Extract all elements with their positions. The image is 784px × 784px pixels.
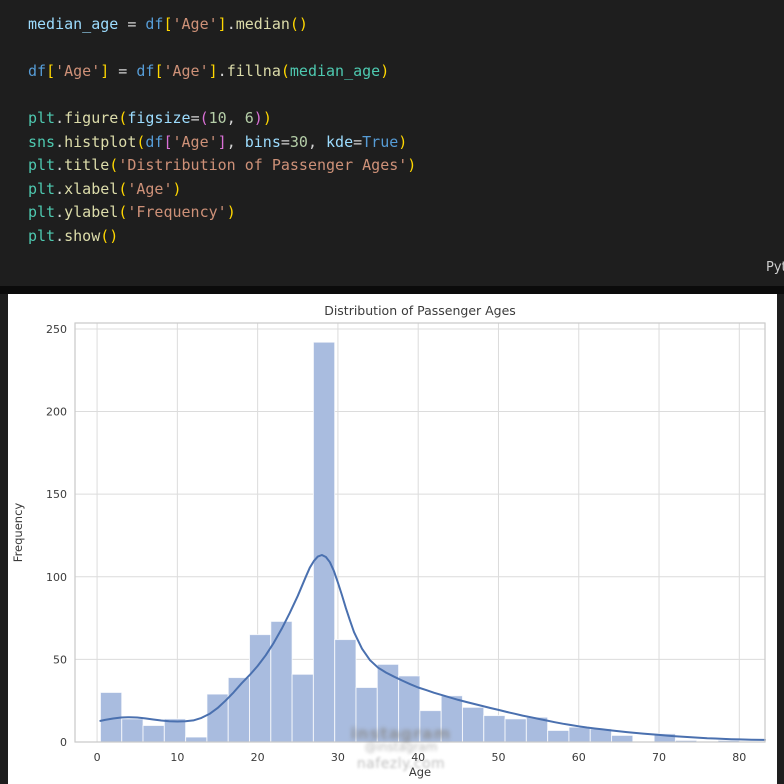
code-line: plt.show() xyxy=(28,226,119,245)
histogram-bar xyxy=(334,639,357,743)
code-line: plt.figure(figsize=(10, 6)) xyxy=(28,109,272,127)
x-tick-label: 10 xyxy=(170,751,184,764)
x-tick-label: 20 xyxy=(251,751,265,764)
x-tick-label: 40 xyxy=(411,751,425,764)
code-line xyxy=(28,37,416,61)
plot-frame xyxy=(74,322,766,743)
histogram-bar xyxy=(185,736,208,743)
y-tick-label: 150 xyxy=(46,488,67,501)
code-line xyxy=(28,84,416,108)
x-tick-label: 50 xyxy=(491,751,505,764)
histogram-bar xyxy=(483,715,506,743)
histogram-bar xyxy=(312,341,336,743)
histogram-bar xyxy=(142,724,165,743)
code-line: plt.ylabel('Frequency') xyxy=(28,203,236,221)
code-line: plt.title('Distribution of Passenger Age… xyxy=(28,156,417,174)
x-tick-label: 80 xyxy=(732,751,746,764)
code-line: plt.xlabel('Age') xyxy=(28,179,182,198)
x-tick-label: 70 xyxy=(652,751,666,764)
code-line: df['Age'] = df['Age'].fillna(median_age) xyxy=(28,62,390,80)
y-tick-label: 250 xyxy=(46,323,67,336)
histogram-bar xyxy=(547,729,570,743)
histogram-bar xyxy=(121,718,144,743)
histogram-bar xyxy=(440,695,463,743)
histogram-bar xyxy=(568,726,591,743)
y-tick-label: 0 xyxy=(60,736,67,749)
histogram-bar xyxy=(270,620,293,743)
histogram-bar xyxy=(461,706,485,743)
cell-divider xyxy=(0,286,784,294)
histogram-bar xyxy=(355,686,378,743)
y-tick-label: 50 xyxy=(53,653,67,666)
chart-output: 0 10 20 30 40 50 60 70 80 0 50 100 150 200 250 Distribu… xyxy=(8,294,777,784)
histogram-bar xyxy=(291,673,314,743)
kde-curve xyxy=(99,554,766,741)
code-line: sns.histplot(df['Age'], bins=30, kde=Tru… xyxy=(28,132,408,151)
y-axis-label: Frequency xyxy=(11,503,25,563)
histogram-bar xyxy=(376,663,400,743)
histogram-figure: 0 10 20 30 40 50 60 70 80 0 50 100 150 200 250 Distribu… xyxy=(11,303,766,779)
histogram-bar xyxy=(504,718,527,743)
code-block[interactable]: median_age = df['Age'].median() df['Age'… xyxy=(28,13,416,248)
y-tick-label: 200 xyxy=(46,406,67,419)
code-editor[interactable]: median_age = df['Age'].median() df['Age'… xyxy=(0,0,784,286)
histogram-bar xyxy=(419,710,442,743)
x-tick-label: 30 xyxy=(331,751,345,764)
x-tick-label: 0 xyxy=(94,751,101,764)
language-indicator[interactable]: Pyt xyxy=(766,260,784,275)
histogram-bar xyxy=(611,734,634,743)
y-tick-label: 100 xyxy=(46,571,67,584)
x-tick-label: 60 xyxy=(572,751,586,764)
chart-title: Distribution of Passenger Ages xyxy=(324,303,516,318)
x-axis-label: Age xyxy=(409,765,431,779)
code-line: median_age = df['Age'].median() xyxy=(28,15,308,33)
